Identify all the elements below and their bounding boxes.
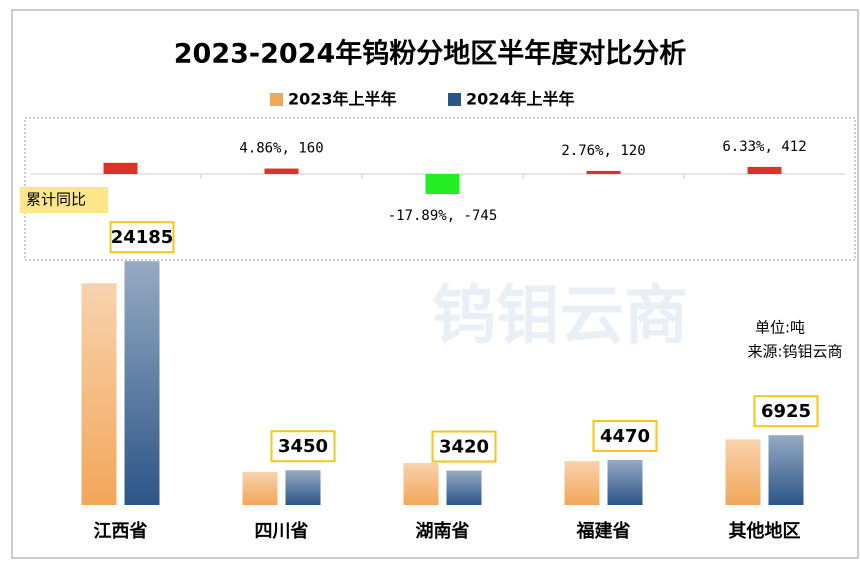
- change-label: 2.76%, 120: [561, 143, 645, 159]
- value-label: 24185: [111, 227, 174, 248]
- x-tick-label: 福建省: [576, 520, 631, 542]
- bar: [403, 463, 439, 505]
- watermark: 钨钼云商: [432, 280, 688, 354]
- change-bar: [264, 168, 299, 174]
- bar: [446, 470, 482, 505]
- change-label: 6.33%, 412: [722, 139, 806, 155]
- bar: [81, 283, 117, 505]
- bar: [564, 461, 600, 505]
- value-label: 3450: [278, 436, 328, 457]
- value-label: 3420: [439, 437, 489, 458]
- bar: [607, 459, 643, 505]
- value-label: 4470: [600, 426, 650, 447]
- bar: [124, 261, 160, 505]
- change-tag-label: 累计同比: [26, 191, 86, 209]
- change-bar: [747, 166, 782, 174]
- x-tick-label: 四川省: [255, 520, 309, 542]
- bar: [725, 439, 761, 505]
- change-label: 4.86%, 160: [239, 141, 323, 157]
- x-tick-label: 湖南省: [416, 520, 470, 542]
- legend-label: 2023年上半年: [288, 90, 397, 109]
- value-label-box: [753, 395, 819, 428]
- value-label-box: [109, 221, 175, 254]
- bar: [768, 435, 804, 505]
- x-tick-label: 其他地区: [729, 520, 801, 542]
- value-label-box: [592, 419, 658, 452]
- unit: 单位:吨: [755, 319, 805, 337]
- change-bar: [103, 162, 138, 174]
- change-bar: [425, 174, 460, 195]
- change-tag: [20, 187, 108, 213]
- bar: [242, 471, 278, 505]
- change-bar: [586, 170, 621, 174]
- source: 来源:钨钼云商: [747, 343, 842, 361]
- change-label: -17.89%, -745: [388, 208, 498, 224]
- legend-label: 2024年上半年: [466, 90, 575, 109]
- value-label-box: [270, 430, 336, 463]
- chart-title: 2023-2024年钨粉分地区半年度对比分析: [174, 38, 687, 70]
- legend-swatch: [270, 93, 283, 106]
- frame: [11, 9, 859, 559]
- bar: [285, 470, 321, 505]
- x-tick-label: 江西省: [94, 520, 148, 542]
- legend-swatch: [448, 93, 461, 106]
- value-label-box: [431, 430, 497, 463]
- value-label: 6925: [761, 401, 811, 422]
